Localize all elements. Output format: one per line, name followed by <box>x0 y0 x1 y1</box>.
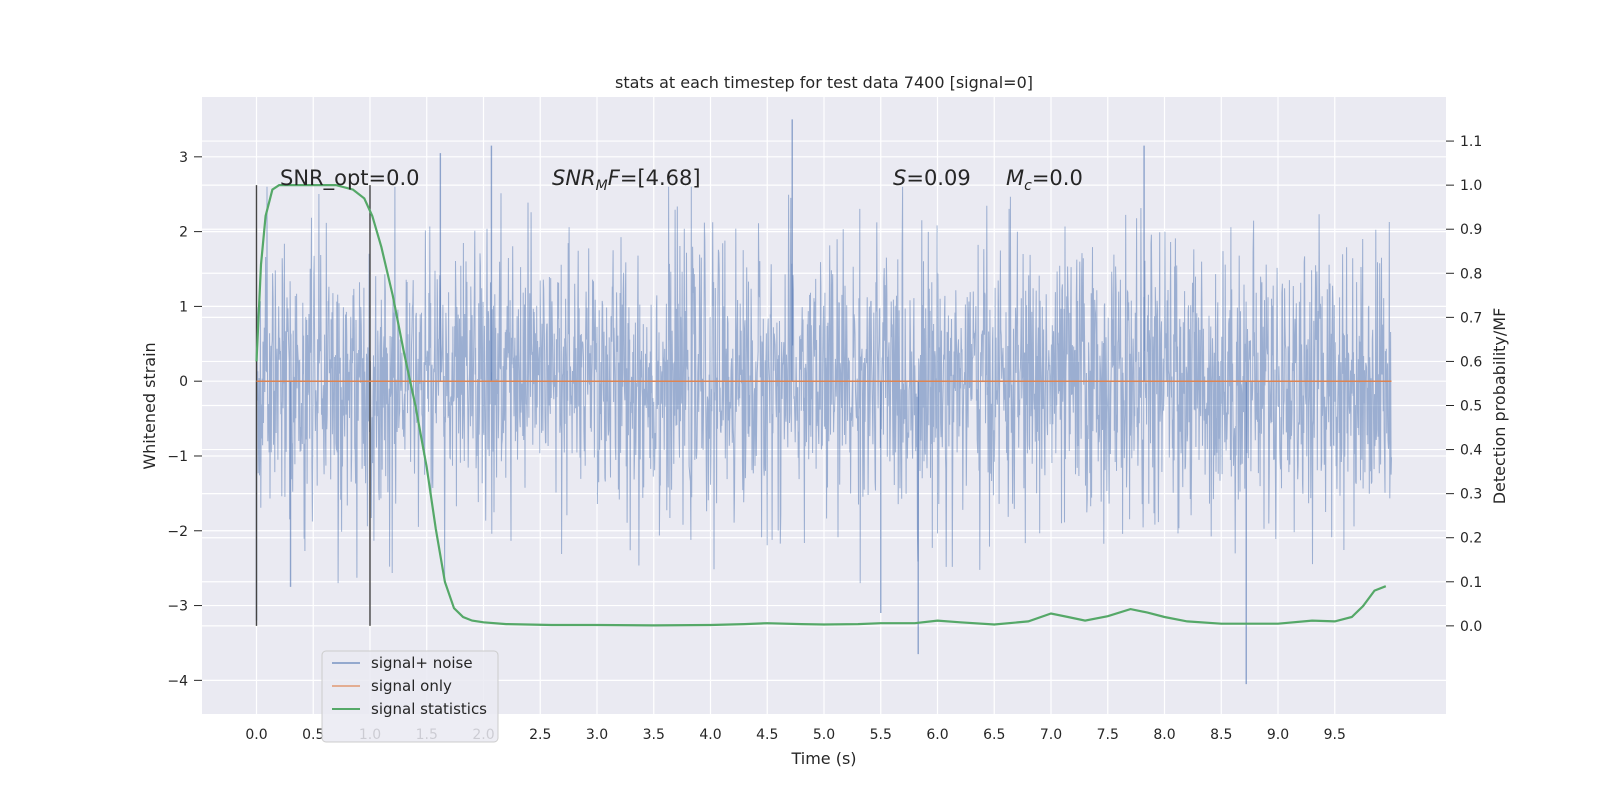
x-tick-label: 9.5 <box>1324 727 1346 743</box>
y-tick-label: 2 <box>179 225 188 241</box>
y-right-tick-label: 1.0 <box>1460 178 1482 194</box>
y-tick-label: −3 <box>167 599 188 615</box>
y-right-tick-label: 0.0 <box>1460 619 1482 635</box>
x-tick-label: 7.5 <box>1097 727 1119 743</box>
x-tick-label: 0.0 <box>245 727 267 743</box>
x-tick-label: 8.5 <box>1210 727 1232 743</box>
x-axis-label: Time (s) <box>790 749 856 768</box>
x-tick-label: 4.0 <box>699 727 721 743</box>
annotation-snr-mf-value: =[4.68] <box>620 166 701 190</box>
legend-label-signal-plus-noise: signal+ noise <box>371 654 473 672</box>
annotation-snr-opt: SNR_opt=0.0 <box>280 166 420 191</box>
y-right-tick-label: 0.5 <box>1460 399 1482 415</box>
legend-label-signal-only: signal only <box>371 677 452 695</box>
x-tick-label: 6.5 <box>983 727 1005 743</box>
noise-trace <box>256 186 1392 584</box>
y-tick-label: 3 <box>179 150 188 166</box>
annotation-snr-mf-italic: SNR <box>552 166 596 190</box>
y-right-axis-label: Detection probability/MF <box>1490 308 1509 505</box>
vertical-markers <box>255 185 371 626</box>
annotation-s-italic: S <box>893 166 906 190</box>
y-tick-label: 1 <box>179 299 188 315</box>
y-right-tick-label: 1.1 <box>1460 134 1482 150</box>
x-tick-label: 3.0 <box>586 727 608 743</box>
annotation-mc: Mc=0.0 <box>1006 166 1083 194</box>
annotation-s-value: =0.09 <box>906 166 970 190</box>
legend-box <box>321 650 499 743</box>
x-tick-label: 5.5 <box>870 727 892 743</box>
y-axis-label: Whitened strain <box>140 342 159 469</box>
chart-title: stats at each timestep for test data 740… <box>615 73 1033 92</box>
y-right-tick-label: 0.8 <box>1460 266 1482 282</box>
x-tick-label: 7.0 <box>1040 727 1062 743</box>
x-tick-label: 4.5 <box>756 727 778 743</box>
y-right-tick-label: 0.3 <box>1460 487 1482 503</box>
x-tick-label: 2.5 <box>529 727 551 743</box>
y-right-tick-label: 0.1 <box>1460 575 1482 591</box>
series-signal-statistics <box>255 184 1387 627</box>
legend: signal+ noise signal only signal statist… <box>321 650 499 743</box>
x-tick-label: 0.5 <box>302 727 324 743</box>
y-right-tick-label: 0.6 <box>1460 354 1482 370</box>
y-right-tick-label: 0.2 <box>1460 531 1482 547</box>
annotation-snr-mf-sub: M <box>596 178 608 194</box>
y-tick-label: −1 <box>167 449 188 465</box>
y-axis-ticks: 3 2 1 0 −1 −2 −3 −4 <box>167 150 202 689</box>
y-right-tick-label: 0.9 <box>1460 222 1482 238</box>
annotation-snr-mf: SNRMF=[4.68] <box>552 166 701 194</box>
annotation-s: S=0.09 <box>893 166 971 190</box>
annotation-mc-value: =0.0 <box>1032 166 1083 190</box>
x-tick-label: 6.0 <box>926 727 948 743</box>
y-tick-label: 0 <box>179 374 188 390</box>
annotation-mc-sub: c <box>1024 178 1032 194</box>
x-tick-label: 3.5 <box>643 727 665 743</box>
legend-label-signal-statistics: signal statistics <box>371 700 487 718</box>
x-tick-label: 9.0 <box>1267 727 1289 743</box>
y-tick-label: −2 <box>167 524 188 540</box>
y-right-tick-label: 0.7 <box>1460 310 1482 326</box>
x-tick-label: 8.0 <box>1153 727 1175 743</box>
x-tick-label: 5.0 <box>813 727 835 743</box>
y-tick-label: −4 <box>167 673 188 689</box>
y-right-tick-label: 0.4 <box>1460 443 1482 459</box>
y-right-axis-ticks: 1.1 1.0 0.9 0.8 0.7 0.6 0.5 0.4 0.3 0.2 0.1 0.0 <box>1446 134 1482 635</box>
annotation-mc-italic: M <box>1006 166 1024 190</box>
annotation-snr-mf-italic2: F <box>608 166 621 190</box>
